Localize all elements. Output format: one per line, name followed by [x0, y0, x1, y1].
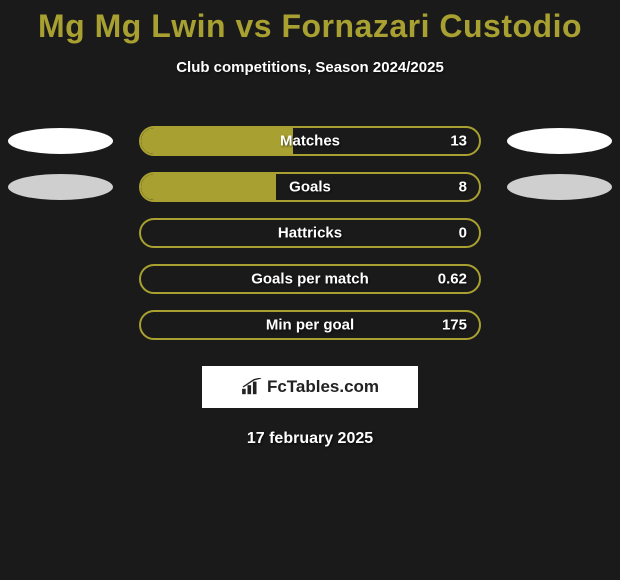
stat-bar: Goals per match 0.62 — [139, 264, 481, 294]
date-label: 17 february 2025 — [0, 430, 620, 448]
stat-bar: Goals 8 — [139, 172, 481, 202]
right-blob — [507, 174, 612, 200]
page-title: Mg Mg Lwin vs Fornazari Custodio — [0, 8, 620, 45]
stat-bar: Hattricks 0 — [139, 218, 481, 248]
subtitle: Club competitions, Season 2024/2025 — [0, 59, 620, 76]
comparison-card: Mg Mg Lwin vs Fornazari Custodio Club co… — [0, 0, 620, 448]
stat-row: Hattricks 0 — [0, 210, 620, 256]
stats-list: Matches 13 Goals 8 Hattricks 0 Goals per match… — [0, 118, 620, 348]
stat-value: 13 — [450, 133, 467, 150]
stat-bar-fill — [141, 174, 276, 200]
stat-row: Min per goal 175 — [0, 302, 620, 348]
stat-label: Goals — [289, 179, 331, 196]
stat-value: 175 — [442, 317, 467, 334]
stat-value: 8 — [459, 179, 467, 196]
stat-label: Goals per match — [251, 271, 369, 288]
brand-text: FcTables.com — [267, 377, 379, 397]
left-blob — [8, 128, 113, 154]
stat-row: Matches 13 — [0, 118, 620, 164]
stat-bar: Matches 13 — [139, 126, 481, 156]
stat-label: Hattricks — [278, 225, 342, 242]
right-blob — [507, 128, 612, 154]
stat-bar-fill — [141, 128, 293, 154]
stat-row: Goals per match 0.62 — [0, 256, 620, 302]
brand-logo[interactable]: FcTables.com — [202, 366, 418, 408]
stat-value: 0 — [459, 225, 467, 242]
stat-label: Min per goal — [266, 317, 354, 334]
left-blob — [8, 174, 113, 200]
stat-bar: Min per goal 175 — [139, 310, 481, 340]
barchart-icon — [241, 378, 263, 396]
stat-label: Matches — [280, 133, 340, 150]
stat-value: 0.62 — [438, 271, 467, 288]
stat-row: Goals 8 — [0, 164, 620, 210]
